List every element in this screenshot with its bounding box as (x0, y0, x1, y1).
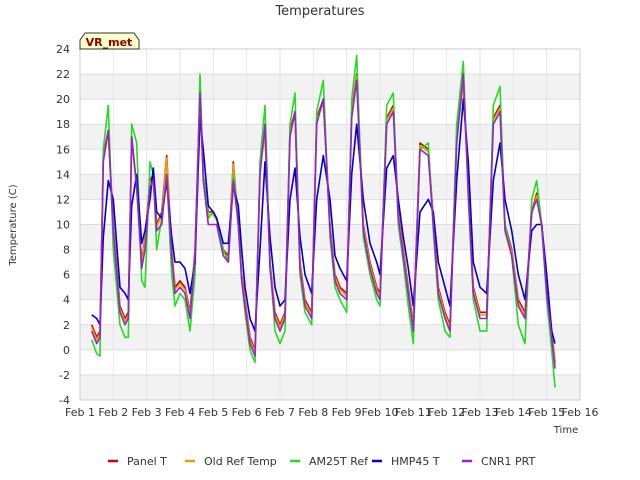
x-tick-label: Feb 4 (165, 406, 195, 419)
series-line-cnr1-prt (90, 73, 556, 369)
x-tick-label: Feb 13 (462, 406, 499, 419)
y-tick-label: 12 (56, 193, 70, 206)
x-tick-label: Feb 16 (562, 406, 599, 419)
x-axis-tick-labels: Feb 1 Feb 2 Feb 3 Feb 4 Feb 5 Feb 6 Feb 7 Feb 8… (65, 406, 598, 419)
x-tick-label: Feb 10 (362, 406, 399, 419)
y-tick-label: 10 (56, 219, 70, 232)
y-tick-label: 0 (63, 344, 70, 357)
station-badge-shape (79, 32, 140, 50)
y-tick-label: -2 (59, 369, 70, 382)
y-tick-label: 4 (63, 294, 70, 307)
x-tick-label: Feb 15 (528, 406, 565, 419)
legend-label-am25t-ref: AM25T Ref (309, 455, 369, 468)
y-tick-label: 22 (56, 68, 70, 81)
background-band (80, 274, 580, 300)
x-tick-label: Feb 11 (395, 406, 432, 419)
legend: Panel T Old Ref Temp AM25T Ref HMP45 T CNR1 … (108, 455, 536, 468)
x-tick-label: Feb 6 (232, 406, 262, 419)
x-tick-label: Feb 14 (495, 406, 532, 419)
x-tick-label: Feb 12 (428, 406, 465, 419)
background-band (80, 374, 580, 400)
legend-label-old-ref-temp: Old Ref Temp (204, 455, 277, 468)
y-tick-label: 6 (63, 269, 70, 282)
x-tick-label: Feb 7 (265, 406, 295, 419)
legend-label-cnr1-prt: CNR1 PRT (481, 455, 536, 468)
y-tick-label: 2 (63, 319, 70, 332)
station-badge: VR_met (79, 32, 140, 50)
x-axis-label: Time (553, 425, 578, 436)
y-axis-label: Temperature (C) (8, 184, 19, 266)
background-band (80, 74, 580, 100)
background-band (80, 124, 580, 150)
background-band (80, 324, 580, 350)
x-tick-label: Feb 9 (332, 406, 362, 419)
chart-title: Temperatures (274, 4, 364, 19)
y-tick-label: 8 (63, 244, 70, 257)
legend-label-hmp45-t: HMP45 T (391, 455, 440, 468)
x-tick-label: Feb 5 (198, 406, 228, 419)
plot-frame (79, 48, 581, 401)
y-tick-label: 24 (56, 43, 70, 56)
x-tick-label: Feb 2 (98, 406, 128, 419)
x-tick-label: Feb 8 (298, 406, 328, 419)
y-tick-label: 14 (56, 168, 70, 181)
station-badge-label: VR_met (86, 36, 133, 49)
legend-label-panel-t: Panel T (127, 455, 167, 468)
y-tick-label: 20 (56, 93, 70, 106)
y-tick-label: 18 (56, 118, 70, 131)
y-tick-label: 16 (56, 143, 70, 156)
series-lines (90, 54, 556, 388)
x-tick-label: Feb 3 (132, 406, 162, 419)
x-tick-label: Feb 1 (65, 406, 95, 419)
y-tick-label: -4 (59, 394, 70, 407)
